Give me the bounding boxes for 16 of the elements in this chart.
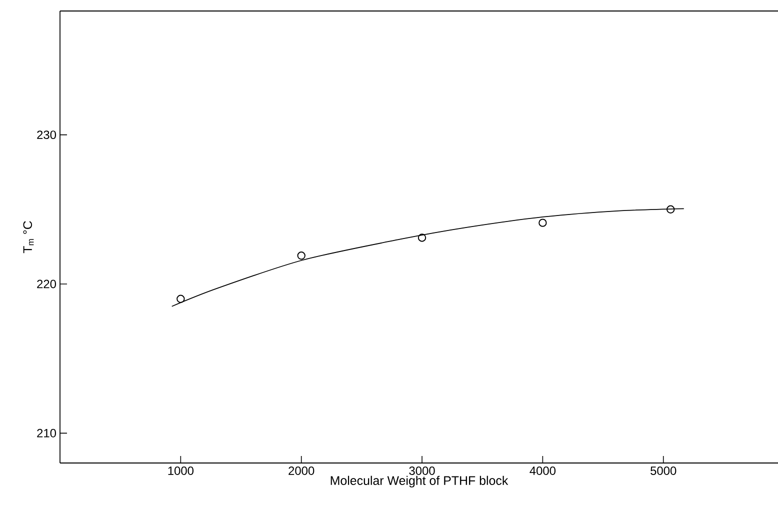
x-axis-title: Molecular Weight of PTHF block	[330, 476, 508, 488]
point	[176, 294, 185, 304]
x-tick-label: 3000	[409, 466, 435, 475]
point	[538, 218, 547, 227]
x-tick-label: 1000	[168, 466, 194, 475]
x-tick-label: 4000	[530, 466, 556, 475]
x-tick-label: 5000	[650, 466, 676, 475]
y-tick-label: 220	[37, 280, 56, 288]
x-tick-label: 2000	[288, 466, 314, 475]
y-tick-label: 210	[37, 428, 56, 438]
point	[297, 252, 306, 260]
y-axis-title: T$_{m}$ °C	[23, 221, 34, 254]
line-series	[171, 208, 684, 307]
point	[418, 234, 426, 242]
y-tick-label: 230	[37, 130, 56, 140]
point	[666, 205, 675, 214]
